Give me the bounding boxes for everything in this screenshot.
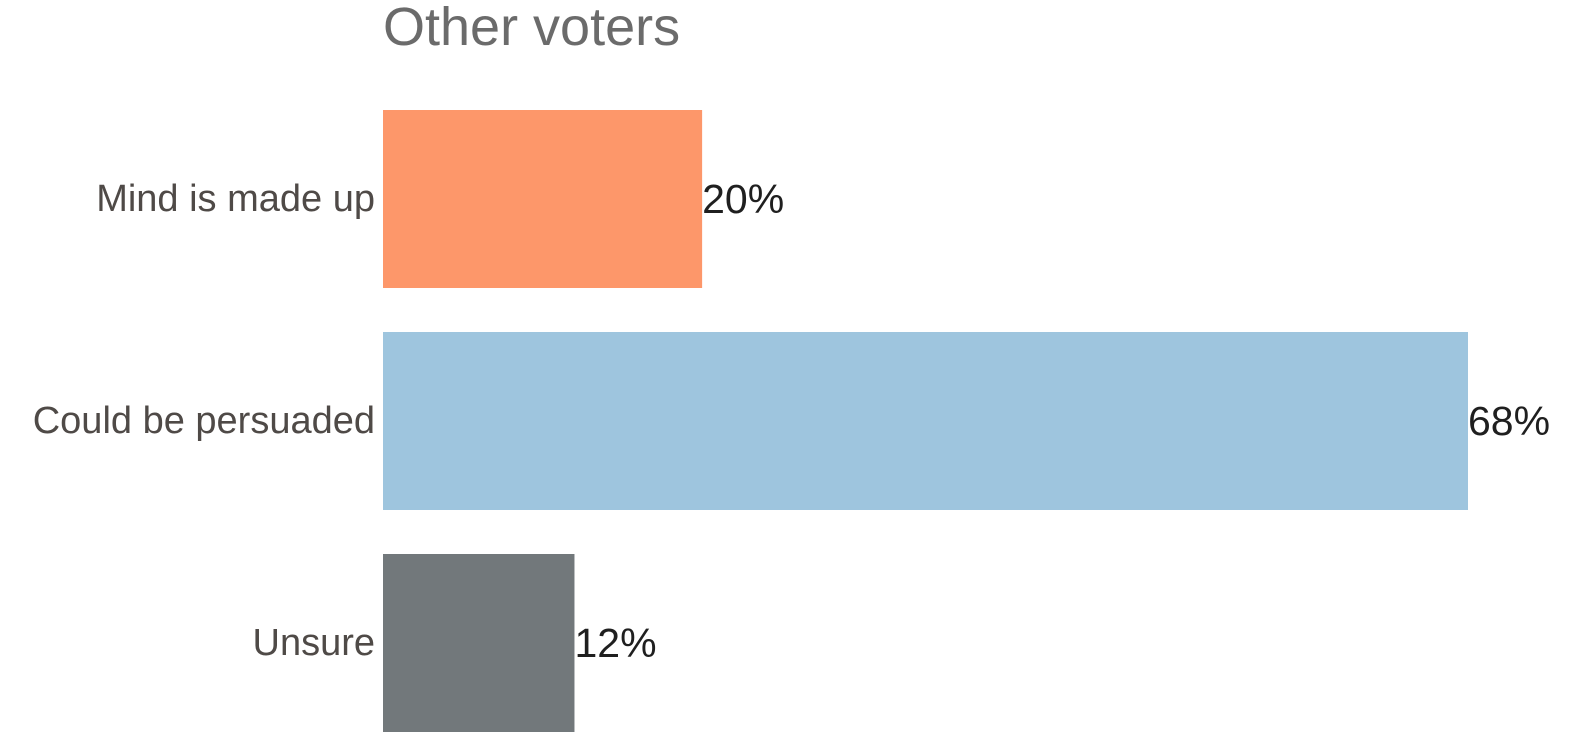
bar-could-be-persuaded (383, 332, 1468, 510)
category-label-unsure: Unsure (253, 622, 376, 664)
bars-group: Mind is made up 20% Could be persuaded 68% U… (33, 110, 1550, 732)
bar-unsure (383, 554, 575, 732)
chart-title: Other voters (383, 0, 680, 57)
value-label-unsure: 12% (574, 620, 656, 666)
value-label-mind-is-made-up: 20% (702, 176, 784, 222)
value-label-could-be-persuaded: 68% (1468, 398, 1550, 444)
category-label-could-be-persuaded: Could be persuaded (33, 400, 375, 442)
category-label-mind-is-made-up: Mind is made up (96, 178, 375, 220)
bar-mind-is-made-up (383, 110, 703, 288)
